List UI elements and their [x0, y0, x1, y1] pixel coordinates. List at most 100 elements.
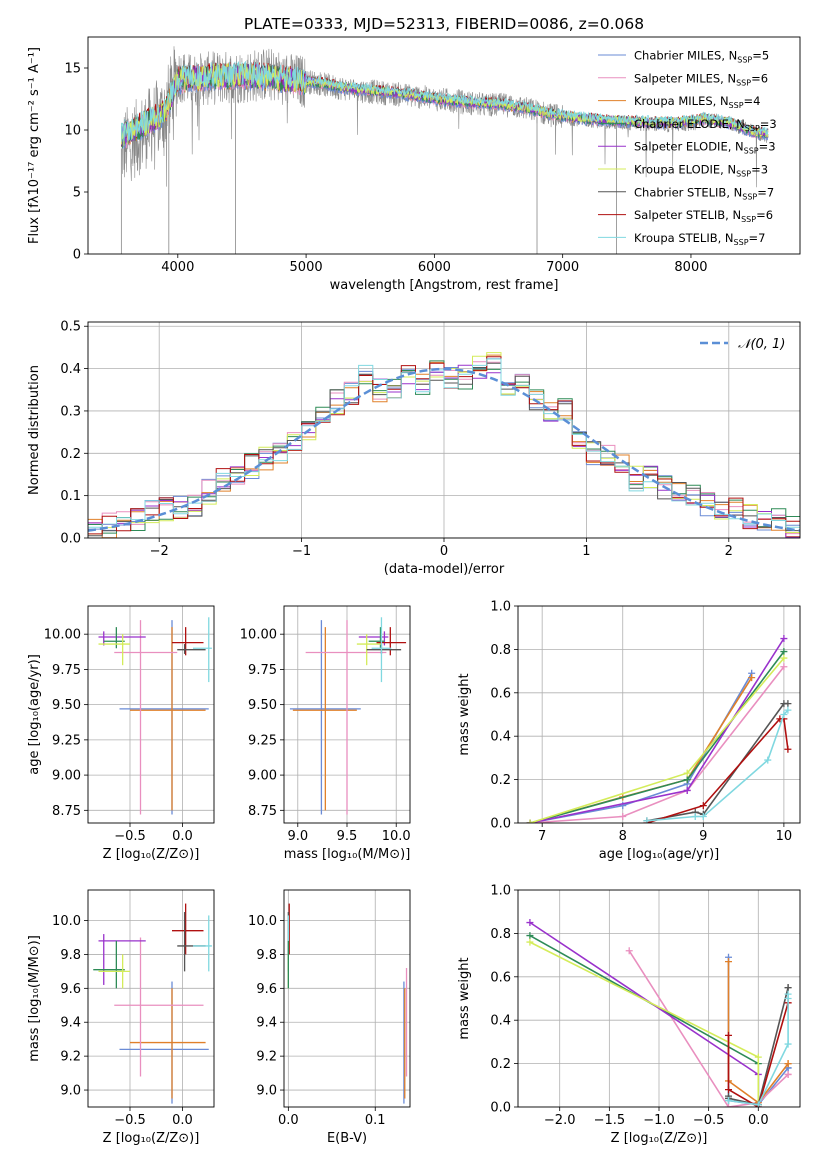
x-tick-label: −0.5 — [114, 1113, 146, 1128]
legend-entry: Salpeter STELIB, NSSP=6 — [634, 208, 773, 224]
y-tick-label: 0 — [73, 248, 81, 263]
x-tick-label: 10 — [776, 829, 793, 844]
axes-frame — [517, 889, 801, 1108]
legend-entry-sub: SSP — [734, 238, 749, 247]
legend-entry-sub: SSP — [744, 147, 759, 156]
legend: 𝒩(0, 1) — [700, 337, 785, 352]
axes-frame — [87, 36, 801, 255]
axes-frame — [283, 605, 411, 824]
y-tick-label: 0.0 — [490, 1101, 511, 1116]
x-tick-label: 1 — [582, 544, 590, 559]
y-tick-label: 0.0 — [60, 532, 81, 547]
x-axis-label: mass [log₁₀(M/M⊙)] — [284, 847, 411, 862]
x-axis-label: Z [log₁₀(Z/Z⊙)] — [611, 1131, 708, 1146]
x-axis-label: E(B-V) — [327, 1131, 367, 1146]
x-tick-label: 0 — [440, 544, 448, 559]
legend-entry-tail: =4 — [744, 94, 761, 108]
y-tick-label: 9.50 — [52, 698, 81, 713]
series-point — [784, 1040, 792, 1048]
legend-entry: Chabrier ELODIE, NSSP=3 — [634, 117, 777, 133]
y-tick-label: 0.4 — [60, 362, 81, 377]
y-tick-label: 9.6 — [256, 982, 277, 997]
plot-area — [88, 606, 214, 823]
legend-entry-sub: SSP — [745, 124, 760, 133]
legend-entry-name: Kroupa STELIB, N — [634, 231, 734, 245]
legend-entry-sub: SSP — [742, 192, 757, 201]
legend-entry: Chabrier MILES, NSSP=5 — [634, 49, 769, 65]
series-line — [727, 961, 789, 1104]
x-tick-label: 10.0 — [382, 829, 411, 844]
series-point — [748, 674, 756, 682]
series-point — [784, 990, 792, 998]
legend-entry-name: Salpeter STELIB, N — [634, 208, 741, 222]
y-tick-label: 9.4 — [60, 1016, 81, 1031]
legend-entry-tail: =3 — [759, 140, 776, 154]
series-point — [643, 817, 651, 823]
y-tick-label: 9.6 — [60, 982, 81, 997]
series-line — [530, 666, 785, 823]
series-point — [725, 1096, 733, 1104]
legend-entry-name: Salpeter ELODIE, N — [634, 140, 744, 154]
y-tick-label: 0.4 — [490, 1014, 511, 1029]
panel-age-vs-mass: 9.0 9.5 10.0 8.75 9.00 9.25 9.50 9.75 10.00 mass … — [240, 605, 411, 862]
y-tick-label: 9.25 — [52, 733, 81, 748]
legend-entry: Chabrier STELIB, NSSP=7 — [634, 185, 774, 201]
y-axis-label: mass weight — [457, 957, 472, 1039]
y-axis-label: mass [log₁₀(M/M⊙)] — [27, 935, 42, 1062]
series-point — [784, 706, 792, 714]
legend-entry-name: Chabrier MILES, N — [634, 49, 737, 63]
series-point — [784, 700, 792, 708]
x-tick-label: 2 — [725, 544, 733, 559]
x-tick-label: 0.0 — [172, 1113, 193, 1128]
x-tick-label: 0.0 — [278, 1113, 299, 1128]
y-tick-label: 9.00 — [248, 769, 277, 784]
legend-entry: 𝒩(0, 1) — [738, 337, 785, 352]
x-axis-label: (data-model)/error — [384, 562, 505, 577]
series-point — [784, 745, 792, 753]
y-tick-label: 0.1 — [60, 489, 81, 504]
x-tick-label: 5000 — [290, 260, 323, 275]
y-tick-label: 0.4 — [490, 730, 511, 745]
y-tick-label: 9.4 — [256, 1016, 277, 1031]
x-tick-label: −0.5 — [693, 1113, 725, 1128]
series-point — [691, 812, 699, 820]
plot-area — [284, 890, 410, 1107]
x-tick-label: 8000 — [674, 260, 707, 275]
legend-entry-sub: SSP — [736, 170, 751, 179]
normal-curve — [88, 367, 800, 532]
series-line — [646, 709, 789, 822]
series-point — [699, 812, 707, 820]
y-tick-label: 8.75 — [52, 804, 81, 819]
series-line — [529, 638, 785, 823]
y-tick-label: 9.8 — [60, 948, 81, 963]
series-point — [683, 769, 691, 777]
legend-entry-sub: SSP — [736, 78, 751, 87]
y-tick-label: 9.2 — [60, 1050, 81, 1065]
plot-area — [88, 890, 214, 1107]
series-point — [780, 635, 788, 643]
panel-mass-weight-vs-Z: −2.0 −1.5 −1.0 −0.5 0.0 0.0 0.2 0.4 0.6 0.8 1.0 Z [… — [457, 884, 801, 1146]
y-tick-label: 0.0 — [490, 817, 511, 832]
legend-entry-name: Kroupa ELODIE, N — [634, 163, 736, 177]
series-line — [727, 1002, 789, 1107]
y-tick-label: 9.75 — [248, 663, 277, 678]
y-tick-label: 10.0 — [248, 914, 277, 929]
series-point — [725, 1103, 733, 1107]
x-axis-label: age [log₁₀(age/yr)] — [599, 847, 720, 862]
series-line — [529, 921, 760, 1107]
legend-entry-tail: =6 — [756, 208, 773, 222]
y-tick-label: 9.8 — [256, 948, 277, 963]
series-point — [780, 711, 788, 718]
series-point — [619, 812, 627, 820]
x-tick-label: 4000 — [161, 260, 194, 275]
y-tick-label: 0.2 — [490, 773, 511, 788]
x-tick-label: 8 — [619, 829, 627, 844]
legend-entry-tail: =3 — [760, 117, 777, 131]
series-point — [784, 984, 792, 992]
plot-area — [518, 890, 800, 1107]
plot-area — [88, 322, 800, 538]
x-tick-label: −0.5 — [114, 829, 146, 844]
panel-mass-vs-Z: −0.5 0.0 9.0 9.2 9.4 9.6 9.8 10.0 Z [log₁₀(Z/Z⊙)… — [27, 889, 215, 1146]
series-point — [725, 1086, 733, 1094]
